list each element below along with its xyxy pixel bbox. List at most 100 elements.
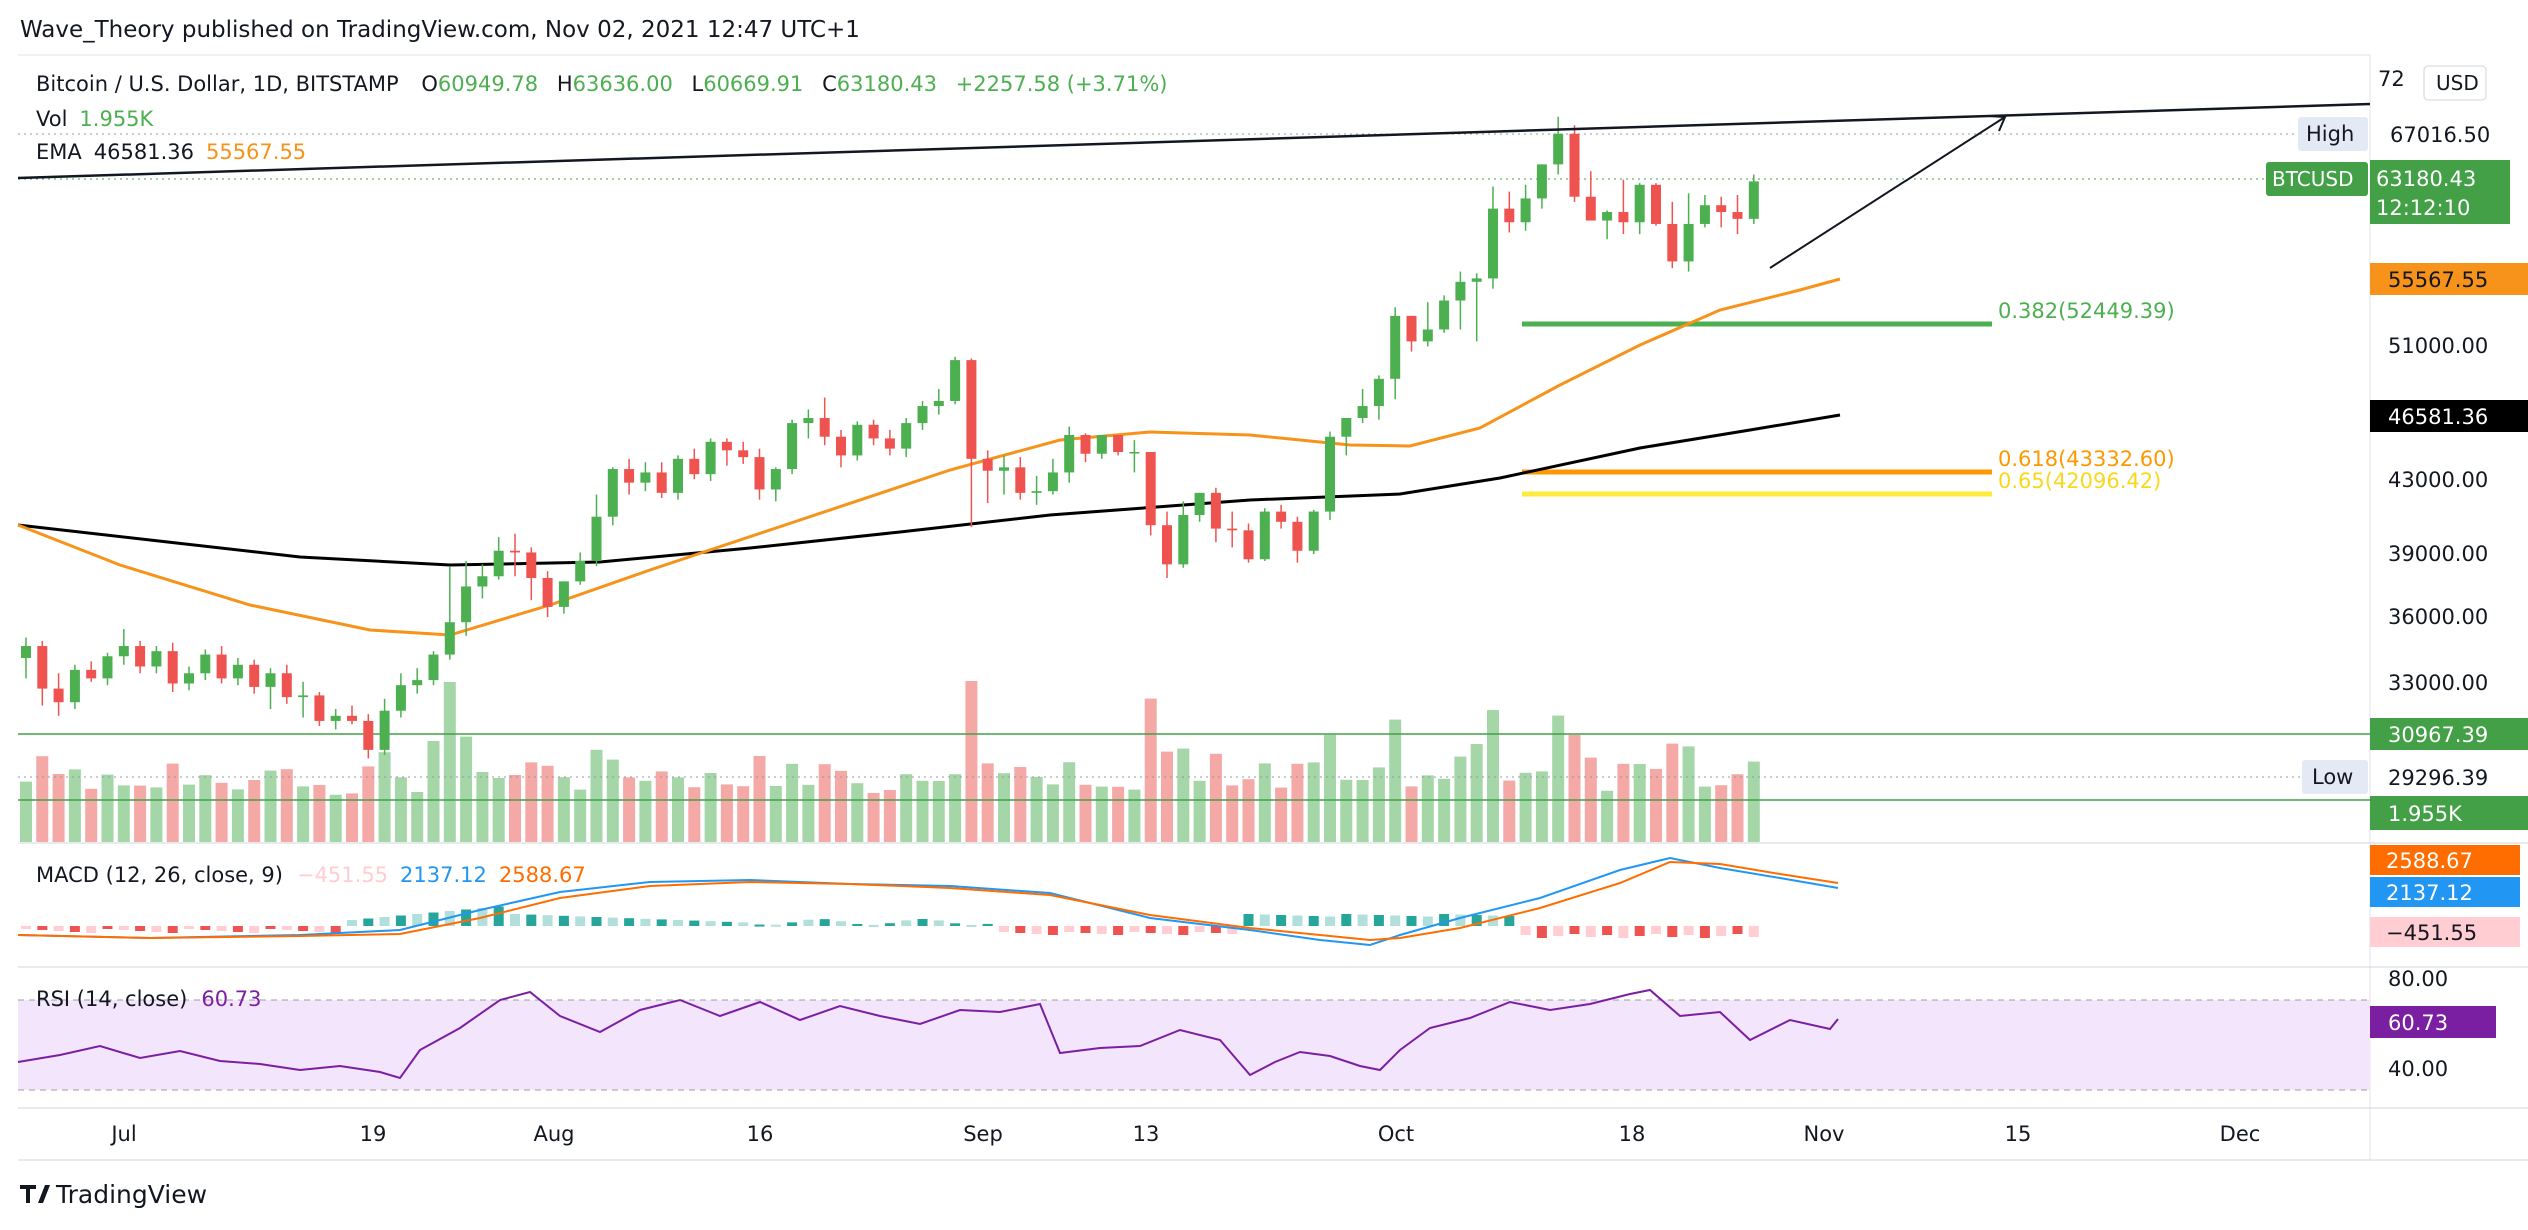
volume-bar — [1112, 786, 1125, 842]
candle-body — [1276, 511, 1287, 522]
price-axis[interactable]: 72 USD High 67016.50 BTCUSD 63180.43 12:… — [2266, 65, 2528, 1081]
candle-body — [770, 469, 781, 490]
publisher-line: Wave_Theory published on TradingView.com… — [20, 17, 860, 43]
ema50-line — [17, 277, 1841, 637]
trend-drawings[interactable] — [17, 102, 2371, 269]
candle-body — [135, 646, 146, 667]
candle-body — [1292, 521, 1303, 551]
macd-histogram-bar — [1276, 915, 1287, 926]
candle — [102, 652, 113, 686]
macd-histogram-bar — [510, 914, 520, 926]
macd-histogram-bar — [575, 916, 586, 926]
candle-body — [640, 472, 651, 483]
volume-bar — [1487, 710, 1499, 842]
candle-body — [412, 680, 423, 686]
candle-body — [314, 695, 325, 721]
candle — [379, 698, 390, 755]
candle-body — [69, 669, 80, 703]
tradingview-logo-icon — [20, 1185, 50, 1203]
legend-ema50: 55567.55 — [206, 140, 306, 164]
candle — [1015, 457, 1026, 500]
candle — [1341, 417, 1352, 456]
candle-body — [999, 467, 1009, 471]
candle-body — [1439, 300, 1450, 330]
candle — [232, 657, 243, 686]
candle-body — [1031, 491, 1042, 493]
volume-bar — [900, 774, 913, 842]
macd-histogram-bar — [754, 924, 765, 927]
macd-histogram-bar — [1716, 926, 1727, 936]
macd-histogram-bar — [1227, 926, 1238, 934]
candle — [1031, 475, 1042, 505]
candle-body — [1129, 452, 1140, 454]
volume-bar — [443, 682, 456, 842]
resistance-trendline[interactable] — [17, 102, 2371, 180]
macd-histogram-bar — [1113, 926, 1124, 935]
rsi-tick-80: 80.00 — [2388, 967, 2448, 991]
macd-histogram-bar — [102, 926, 113, 929]
candle — [1716, 196, 1727, 228]
candle-body — [395, 685, 406, 711]
volume-bar — [476, 772, 489, 842]
macd-hist-tag-box — [2370, 917, 2520, 947]
volume-bar — [1470, 744, 1483, 842]
candle — [1047, 458, 1058, 495]
candle-body — [363, 720, 374, 750]
horizontal-levels[interactable] — [18, 133, 2370, 801]
volume-bar — [1324, 734, 1336, 842]
last-price: 63180.43 — [2376, 167, 2476, 191]
ema200-line — [17, 413, 1841, 567]
candle — [1699, 195, 1710, 228]
candle-body — [1096, 434, 1107, 454]
candle-body — [542, 577, 553, 607]
volume-bar — [802, 784, 815, 842]
projection-arrowhead — [1987, 115, 2007, 132]
rsi-pane — [17, 988, 1839, 1080]
currency-button[interactable] — [2423, 65, 2487, 101]
tradingview-logo[interactable]: TradingView — [20, 1180, 207, 1209]
volume-bar — [590, 749, 603, 842]
candle-body — [265, 673, 276, 687]
volume-bar — [672, 777, 684, 842]
candle-body — [249, 664, 260, 687]
volume-bar — [916, 780, 929, 842]
time-tick-oct: Oct — [1378, 1122, 1414, 1146]
candle — [37, 640, 48, 706]
candle — [1536, 164, 1547, 209]
candle — [1748, 174, 1759, 224]
time-axis[interactable]: Jul 19 Aug 16 Sep 13 Oct 18 Nov 15 Dec — [109, 1122, 2260, 1146]
low-label-box — [2302, 760, 2368, 794]
candles — [21, 116, 1759, 759]
volume-bar — [835, 770, 847, 842]
candle — [1096, 434, 1107, 459]
macd-histogram-bar — [1194, 926, 1205, 932]
macd-histogram-bar — [151, 926, 162, 932]
candle-body — [477, 576, 488, 587]
volume-bar — [949, 774, 962, 842]
macd-histogram-bar — [395, 915, 406, 926]
candle-body — [607, 469, 618, 517]
candle-body — [558, 581, 569, 607]
fib-retracement[interactable] — [1522, 321, 1992, 497]
volume-bar — [427, 741, 440, 842]
macd-histogram-bar — [379, 917, 390, 926]
volume-bar — [313, 785, 326, 842]
candle — [1194, 492, 1205, 522]
rsi-tag: 60.73 — [2388, 1011, 2448, 1035]
candle-body — [1504, 208, 1515, 223]
volume-bar — [1535, 771, 1548, 842]
volume-bar — [1601, 790, 1614, 842]
volume-bar — [851, 783, 864, 842]
level-tag-box — [2370, 718, 2528, 750]
volume-bar — [1161, 751, 1173, 842]
macd-histogram-bar — [135, 926, 146, 931]
time-tick-13: 13 — [1133, 1122, 1160, 1146]
candle — [1210, 487, 1221, 543]
candle — [1243, 523, 1254, 563]
candle-body — [966, 360, 977, 459]
candle-body — [787, 423, 798, 470]
projection-arrow-line[interactable] — [1769, 116, 2006, 269]
candle-body — [1422, 329, 1433, 342]
last-price-box — [2370, 160, 2510, 224]
